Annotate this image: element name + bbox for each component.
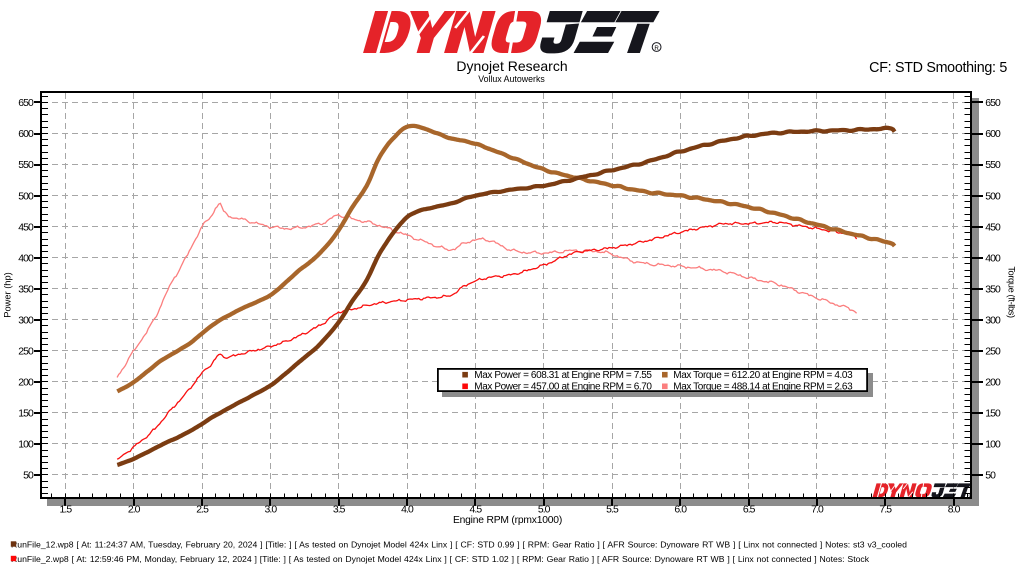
svg-text:250: 250	[18, 347, 34, 358]
svg-text:Dynojet Research: Dynojet Research	[456, 58, 567, 74]
svg-text:200: 200	[18, 378, 34, 389]
svg-text:650: 650	[985, 98, 1001, 109]
svg-text:150: 150	[18, 409, 34, 420]
svg-text:Engine RPM (rpmx1000): Engine RPM (rpmx1000)	[453, 515, 562, 526]
svg-text:600: 600	[18, 129, 34, 140]
svg-text:Power (hp): Power (hp)	[2, 272, 12, 317]
svg-text:Vollux Autowerks: Vollux Autowerks	[478, 74, 545, 84]
svg-text:1.5: 1.5	[60, 504, 73, 515]
svg-text:500: 500	[985, 191, 1001, 202]
svg-text:500: 500	[18, 191, 34, 202]
svg-text:6.0: 6.0	[674, 504, 687, 515]
svg-text:RunFile_2.wp8 [ At: 12:59:46 P: RunFile_2.wp8 [ At: 12:59:46 PM, Monday,…	[11, 554, 870, 564]
svg-text:250: 250	[985, 347, 1001, 358]
svg-text:5.0: 5.0	[538, 504, 551, 515]
svg-text:100: 100	[18, 440, 34, 451]
svg-text:550: 550	[985, 160, 1001, 171]
svg-text:400: 400	[985, 253, 1001, 264]
svg-text:150: 150	[985, 409, 1001, 420]
svg-text:350: 350	[985, 284, 1001, 295]
svg-text:Torque (ft-lbs): Torque (ft-lbs)	[1007, 266, 1017, 318]
svg-text:400: 400	[18, 253, 34, 264]
svg-text:550: 550	[18, 160, 34, 171]
svg-text:Max Power = 457.00 at Engine R: Max Power = 457.00 at Engine RPM = 6.70	[474, 382, 652, 393]
svg-text:7.0: 7.0	[811, 504, 824, 515]
svg-text:4.5: 4.5	[470, 504, 483, 515]
svg-text:600: 600	[985, 129, 1001, 140]
svg-text:50: 50	[985, 471, 996, 482]
svg-text:Max Power = 608.31 at Engine R: Max Power = 608.31 at Engine RPM = 7.55	[474, 370, 652, 381]
svg-text:Max Torque = 488.14 at Engine: Max Torque = 488.14 at Engine RPM = 2.63	[673, 382, 853, 393]
svg-text:2.0: 2.0	[128, 504, 141, 515]
svg-text:100: 100	[985, 440, 1001, 451]
svg-text:2.5: 2.5	[196, 504, 209, 515]
svg-text:5.5: 5.5	[606, 504, 619, 515]
svg-text:350: 350	[18, 284, 34, 295]
svg-text:Max Torque = 612.20 at Engine: Max Torque = 612.20 at Engine RPM = 4.03	[673, 370, 853, 381]
svg-text:7.5: 7.5	[879, 504, 892, 515]
svg-text:450: 450	[985, 222, 1001, 233]
svg-text:CF: STD Smoothing: 5: CF: STD Smoothing: 5	[869, 60, 1007, 76]
svg-text:3.0: 3.0	[265, 504, 278, 515]
svg-text:RunFile_12.wp8 [ At: 11:24:37: RunFile_12.wp8 [ At: 11:24:37 AM, Tuesda…	[11, 540, 907, 550]
svg-text:650: 650	[18, 98, 34, 109]
svg-text:4.0: 4.0	[401, 504, 414, 515]
svg-text:3.5: 3.5	[333, 504, 346, 515]
svg-text:8.0: 8.0	[948, 504, 961, 515]
svg-text:6.5: 6.5	[743, 504, 756, 515]
svg-text:300: 300	[985, 315, 1001, 326]
svg-text:50: 50	[23, 471, 34, 482]
svg-text:300: 300	[18, 315, 34, 326]
svg-text:450: 450	[18, 222, 34, 233]
svg-text:200: 200	[985, 378, 1001, 389]
